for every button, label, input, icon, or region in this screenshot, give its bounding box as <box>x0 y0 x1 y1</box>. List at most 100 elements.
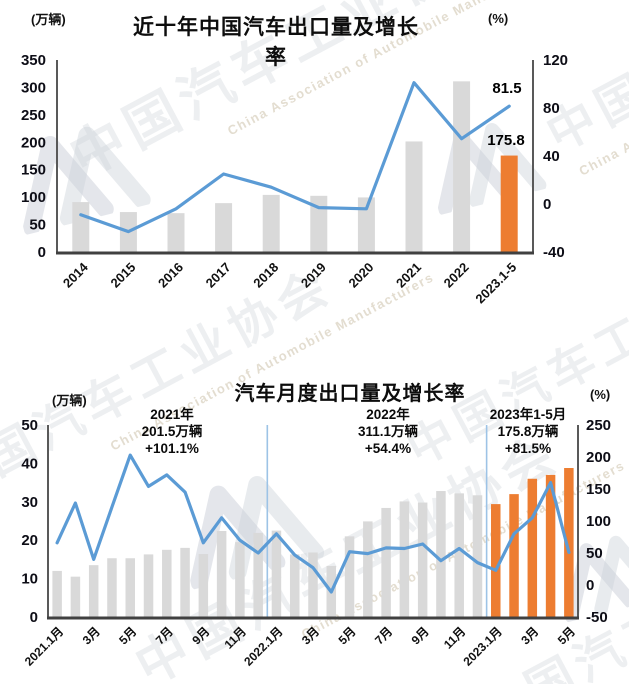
growth-rate-line <box>79 81 511 234</box>
year-summary-annotation: 2023年1-5月 <box>490 406 567 422</box>
export-bar-2021.8 <box>180 547 190 617</box>
chart2-title: 汽车月度出口量及增长率 <box>234 383 466 405</box>
export-bar-2023.3 <box>527 478 538 617</box>
left-axis-tick-label: 250 <box>21 107 46 124</box>
x-axis-tick-label: 2017 <box>203 260 234 291</box>
left-axis-tick-label: 0 <box>30 609 38 626</box>
export-bar-2021.5 <box>125 558 135 617</box>
x-axis-tick-label: 2018 <box>250 260 281 291</box>
export-bar-2021.9 <box>198 554 209 617</box>
x-axis-tick-label: 2020 <box>345 260 376 291</box>
x-axis-tick-label: 2016 <box>155 260 186 291</box>
chart2-left-axis-unit: (万辆) <box>52 393 87 408</box>
x-axis-tick-label: 11月 <box>441 624 468 651</box>
export-bar-2023.1 <box>491 504 501 617</box>
x-axis-tick-label: 5月 <box>116 624 139 647</box>
left-axis-tick-label: 50 <box>29 217 46 234</box>
x-axis-tick-label: 5月 <box>336 624 359 647</box>
year-summary-annotation: 2022年 <box>366 406 410 422</box>
left-axis-tick-label: 0 <box>38 244 46 261</box>
x-axis-tick-label: 2023.1-5 <box>472 260 519 307</box>
growth-rate-line <box>55 453 571 594</box>
export-bar-2021.12 <box>253 532 263 617</box>
export-bar-2016 <box>167 213 185 252</box>
export-bar-2018 <box>262 194 280 252</box>
left-axis-tick-label: 50 <box>21 417 38 434</box>
export-bar-2017 <box>215 203 233 252</box>
right-axis-tick-label: 100 <box>586 513 611 530</box>
export-bar-2022.5 <box>344 536 355 617</box>
year-summary-annotation: +101.1% <box>145 441 199 456</box>
left-axis-tick-label: 300 <box>21 79 46 96</box>
right-axis-tick-label: 50 <box>586 545 603 562</box>
chart-1: 350 300 250 200 150 100 50 0 120 80 40 0 -40 2014 2015… <box>21 52 568 306</box>
right-axis-tick-label: 120 <box>543 52 568 69</box>
chart1-title: 近十年中国汽车出口量及增长率 <box>133 16 419 69</box>
watermark-caam-logo <box>548 521 629 626</box>
right-axis-tick-label: 0 <box>543 196 551 213</box>
right-axis-tick-label: -40 <box>543 244 565 261</box>
right-axis-tick-label: 0 <box>586 577 594 594</box>
export-bar-2021.7 <box>162 549 172 617</box>
export-bar-2021.10 <box>216 530 227 617</box>
x-axis-tick-label: 7月 <box>153 624 176 647</box>
watermark-caam-logo <box>2 108 162 240</box>
export-bar-2022.8 <box>399 501 410 617</box>
export-bar-2022.7 <box>381 507 391 617</box>
left-axis-tick-label: 350 <box>21 52 46 69</box>
export-bar-2021.3 <box>88 565 99 617</box>
year-summary-annotation: 2021年 <box>150 406 194 422</box>
export-bar-2021 <box>405 141 423 252</box>
export-bar-2022.9 <box>417 502 428 617</box>
x-axis-tick-label: 3月 <box>299 624 322 647</box>
export-bar-2014 <box>72 202 90 252</box>
export-bar-2021.4 <box>107 558 117 617</box>
export-bar-2021.6 <box>143 554 154 617</box>
export-bar-2019 <box>310 195 328 252</box>
export-bar-2022.3 <box>308 552 318 617</box>
export-bar-2023.2 <box>509 494 519 617</box>
export-bar-2022 <box>453 81 471 252</box>
chart1-right-axis-unit: (%) <box>488 11 509 26</box>
left-axis-tick-label: 100 <box>21 189 46 206</box>
export-bar-2022.2 <box>289 554 300 617</box>
left-axis-tick-label: 40 <box>21 455 38 472</box>
x-axis-tick-label: 2015 <box>107 260 138 291</box>
right-axis-tick-label: -50 <box>586 609 608 626</box>
left-axis-tick-label: 20 <box>21 532 38 549</box>
left-axis-tick-label: 30 <box>21 494 38 511</box>
left-axis-tick-label: 150 <box>21 162 46 179</box>
year-summary-annotation: +81.5% <box>505 441 551 456</box>
data-label: 81.5 <box>492 80 521 97</box>
export-bar-2021.11 <box>235 542 245 617</box>
export-bar-2021.1 <box>52 570 62 617</box>
export-bar-2023.5 <box>564 468 574 617</box>
export-bar-2020 <box>357 197 375 252</box>
x-axis-tick-label: 2022.1月 <box>241 624 285 668</box>
year-summary-annotation: 175.8万辆 <box>498 423 559 439</box>
right-axis-tick-label: 200 <box>586 449 611 466</box>
year-summary-annotation: 311.1万辆 <box>358 423 419 439</box>
export-bar-2023.1-5 <box>500 155 518 252</box>
x-axis-tick-label: 2022 <box>441 260 472 291</box>
year-summary-annotation: +54.4% <box>365 441 411 456</box>
x-axis-tick-label: 2021 <box>393 260 424 291</box>
export-bar-2022.12 <box>472 495 483 617</box>
x-axis-tick-label: 7月 <box>372 624 395 647</box>
export-bar-2021.2 <box>70 576 81 617</box>
export-bar-2022.11 <box>454 493 464 617</box>
x-axis-tick-label: 2021.1月 <box>22 624 66 668</box>
export-bar-2022.10 <box>436 491 446 617</box>
chevron-logo-icon <box>564 535 629 624</box>
chart1-left-axis-unit: (万辆) <box>31 12 66 27</box>
x-axis-tick-label: 9月 <box>409 624 432 647</box>
chevron-logo-icon <box>23 126 151 236</box>
export-bar-2023.4 <box>545 474 556 617</box>
left-axis-tick-label: 200 <box>21 134 46 151</box>
x-axis-tick-label: 9月 <box>189 624 212 647</box>
left-axis-tick-label: 10 <box>21 571 38 588</box>
year-summary-annotation: 201.5万辆 <box>142 423 203 439</box>
chart2-right-axis-unit: (%) <box>590 387 611 402</box>
